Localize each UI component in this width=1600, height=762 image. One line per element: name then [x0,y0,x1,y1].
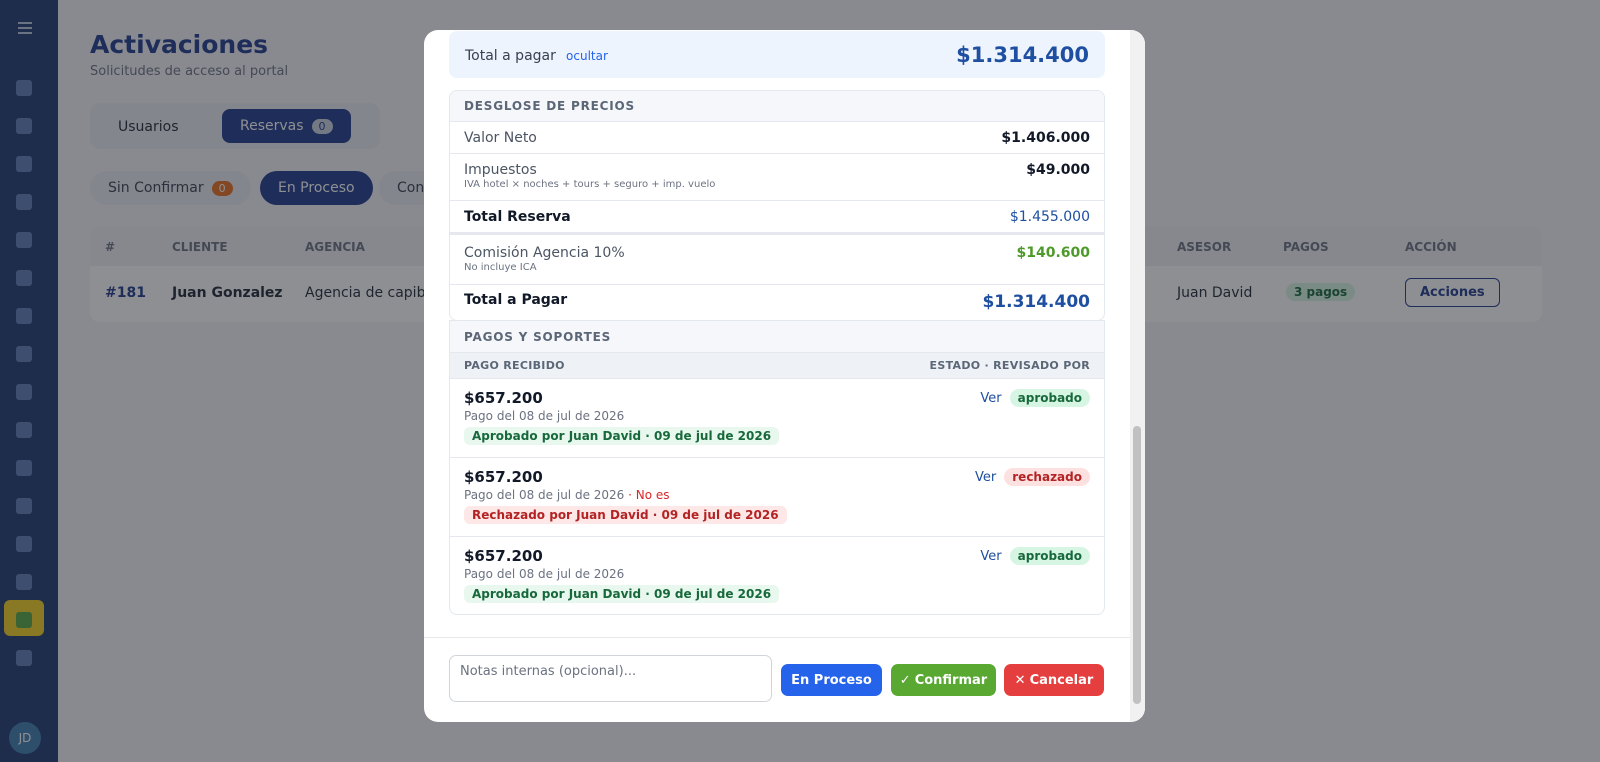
price-row: Impuestos IVA hotel × noches + tours + se… [450,154,1104,201]
scrollbar-thumb[interactable] [1133,426,1141,704]
status-badge: aprobado [1009,547,1090,565]
payment-date: Pago del 08 de jul de 2026 [464,488,625,502]
review: Aprobado por Juan David · 09 de jul de 2… [464,427,780,445]
payment-row: $657.200 Pago del 08 de jul de 2026 · No … [450,458,1104,537]
price-value: $1.406.000 [1001,130,1090,146]
payment-date-line: Pago del 08 de jul de 2026 [464,409,779,423]
price-row: Total a Pagar $1.314.400 [450,285,1104,320]
price-label: Valor Neto [464,130,537,146]
price-label: Comisión Agencia 10% [464,245,625,261]
payment-status: Ver aprobado [980,547,1090,565]
review-label: Aprobado por [472,587,565,601]
payment-note: · No es [628,488,670,502]
view-link[interactable]: Ver [980,390,1002,406]
section-title: PAGOS Y SOPORTES [450,321,1104,353]
payment-amount: $657.200 [464,547,543,565]
status-badge: aprobado [1009,389,1090,407]
price-row: Total Reserva $1.455.000 [450,201,1104,235]
button-label: Cancelar [1029,672,1094,688]
price-label: Total a Pagar [464,292,568,308]
payments: PAGOS Y SOPORTES PAGO RECIBIDO ESTADO · R… [449,320,1105,615]
summary-label: Total a pagar [465,48,556,64]
footer-divider [424,637,1130,638]
price-label: Impuestos [464,162,537,178]
payment-date: Pago del 08 de jul de 2026 [464,409,625,423]
payment-info: $657.200 Pago del 08 de jul de 2026 · No … [464,468,787,524]
summary-toggle[interactable]: ocultar [566,49,608,63]
column-header: PAGO RECIBIDO [464,359,565,372]
payment-amount: $657.200 [464,468,543,486]
review-date: · 09 de jul de 2026 [645,429,772,443]
status-badge: rechazado [1004,468,1090,486]
reviewer: Juan David [568,429,642,443]
button-label: Confirmar [914,672,988,688]
payment-row: $657.200 Pago del 08 de jul de 2026 Aproba… [450,379,1104,458]
review: Aprobado por Juan David · 09 de jul de 2… [464,585,780,603]
payment-date-line: Pago del 08 de jul de 2026 · No es [464,488,787,502]
section-title-text: PAGOS Y SOPORTES [464,329,612,344]
payment-row: $657.200 Pago del 08 de jul de 2026 Aproba… [450,537,1104,614]
review-label: Aprobado por [472,429,565,443]
modal: Total a pagar ocultar $1.314.400 DESGLOS… [424,30,1145,722]
x-icon: ✕ [1014,672,1026,688]
review-label: Rechazado por [472,508,572,522]
price-note: IVA hotel × noches + tours + seguro + im… [464,179,716,190]
price-row: Comisión Agencia 10% No incluye ICA $140.6… [450,235,1104,285]
price-note: No incluye ICA [464,262,537,273]
price-value: $1.455.000 [1009,209,1090,225]
column-header: ESTADO · REVISADO POR [929,359,1090,372]
payment-amount: $657.200 [464,389,543,407]
button-label: En Proceso [791,672,872,688]
review-date: · 09 de jul de 2026 [645,587,772,601]
payment-status: Ver rechazado [975,468,1090,486]
payment-date-line: Pago del 08 de jul de 2026 [464,567,779,581]
price-value: $1.314.400 [982,292,1090,312]
payments-header: PAGO RECIBIDO ESTADO · REVISADO POR [450,353,1104,379]
view-link[interactable]: Ver [975,469,997,485]
price-value: $140.600 [1016,245,1090,261]
review-date: · 09 de jul de 2026 [652,508,779,522]
price-row: Valor Neto $1.406.000 [450,122,1104,154]
button-cancel[interactable]: ✕ Cancelar [1004,664,1104,696]
breakdown: DESGLOSE DE PRECIOS Valor Neto $1.406.000… [449,90,1105,321]
review: Rechazado por Juan David · 09 de jul de … [464,506,787,524]
summary: Total a pagar ocultar $1.314.400 [449,31,1105,78]
reviewer: Juan David [576,508,649,522]
check-icon: ✓ [899,672,911,688]
summary-amount: $1.314.400 [956,42,1089,67]
button-confirm[interactable]: ✓ Confirmar [891,664,996,696]
price-label: Total Reserva [464,209,571,225]
view-link[interactable]: Ver [980,548,1002,564]
price-value: $49.000 [1026,162,1090,178]
button-in-process[interactable]: En Proceso [781,664,882,696]
payment-info: $657.200 Pago del 08 de jul de 2026 Aproba… [464,389,780,445]
notes-input[interactable]: Notas internas (opcional)... [449,655,772,702]
section-title: DESGLOSE DE PRECIOS [450,91,1104,122]
payment-date: Pago del 08 de jul de 2026 [464,567,625,581]
reviewer: Juan David [568,587,642,601]
section-title-text: DESGLOSE DE PRECIOS [464,99,635,113]
payment-status: Ver aprobado [980,389,1090,407]
payment-info: $657.200 Pago del 08 de jul de 2026 Aproba… [464,547,780,603]
